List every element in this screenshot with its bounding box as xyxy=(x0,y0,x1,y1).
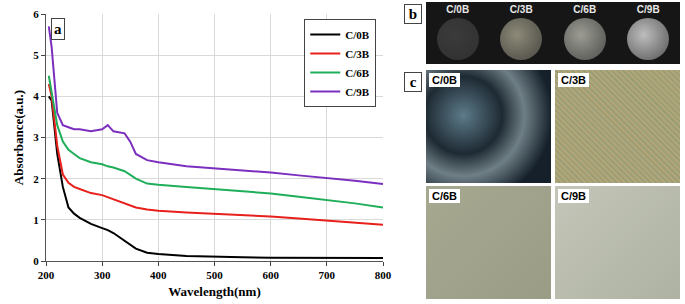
svg-text:300: 300 xyxy=(94,269,111,281)
svg-text:C/3B: C/3B xyxy=(345,48,370,60)
svg-text:5: 5 xyxy=(33,49,39,61)
html-text:C/6B: C/6B xyxy=(432,190,458,202)
svg-text:3: 3 xyxy=(33,131,39,143)
svg-text:Absorbance(a.u.): Absorbance(a.u.) xyxy=(11,90,26,185)
html-text:C/9B: C/9B xyxy=(561,190,587,202)
svg-text:500: 500 xyxy=(206,269,223,281)
svg-text:800: 800 xyxy=(375,269,392,281)
html-text:b: b xyxy=(408,6,418,22)
svg-text:700: 700 xyxy=(319,269,336,281)
svg-text:0: 0 xyxy=(33,255,39,267)
html-text:C/3B: C/3B xyxy=(509,4,533,15)
html-text:C/6B: C/6B xyxy=(573,4,597,15)
svg-text:C/0B: C/0B xyxy=(345,29,370,41)
html-text:C/0B: C/0B xyxy=(432,74,458,86)
svg-text:Wavelength(nm): Wavelength(nm) xyxy=(168,284,260,299)
html-text:c: c xyxy=(409,74,417,90)
svg-text:1: 1 xyxy=(33,214,39,226)
svg-text:600: 600 xyxy=(262,269,279,281)
svg-text:4: 4 xyxy=(33,90,39,102)
svg-text:400: 400 xyxy=(150,269,167,281)
svg-text:a: a xyxy=(54,21,62,37)
html-text:C/0B: C/0B xyxy=(446,4,470,15)
svg-text:C/9B: C/9B xyxy=(345,86,370,98)
svg-text:2: 2 xyxy=(33,173,39,185)
svg-text:200: 200 xyxy=(38,269,55,281)
svg-text:6: 6 xyxy=(33,8,39,20)
html-text:C/3B: C/3B xyxy=(561,74,587,86)
svg-text:C/6B: C/6B xyxy=(345,67,370,79)
html-text:C/9B: C/9B xyxy=(636,4,660,15)
